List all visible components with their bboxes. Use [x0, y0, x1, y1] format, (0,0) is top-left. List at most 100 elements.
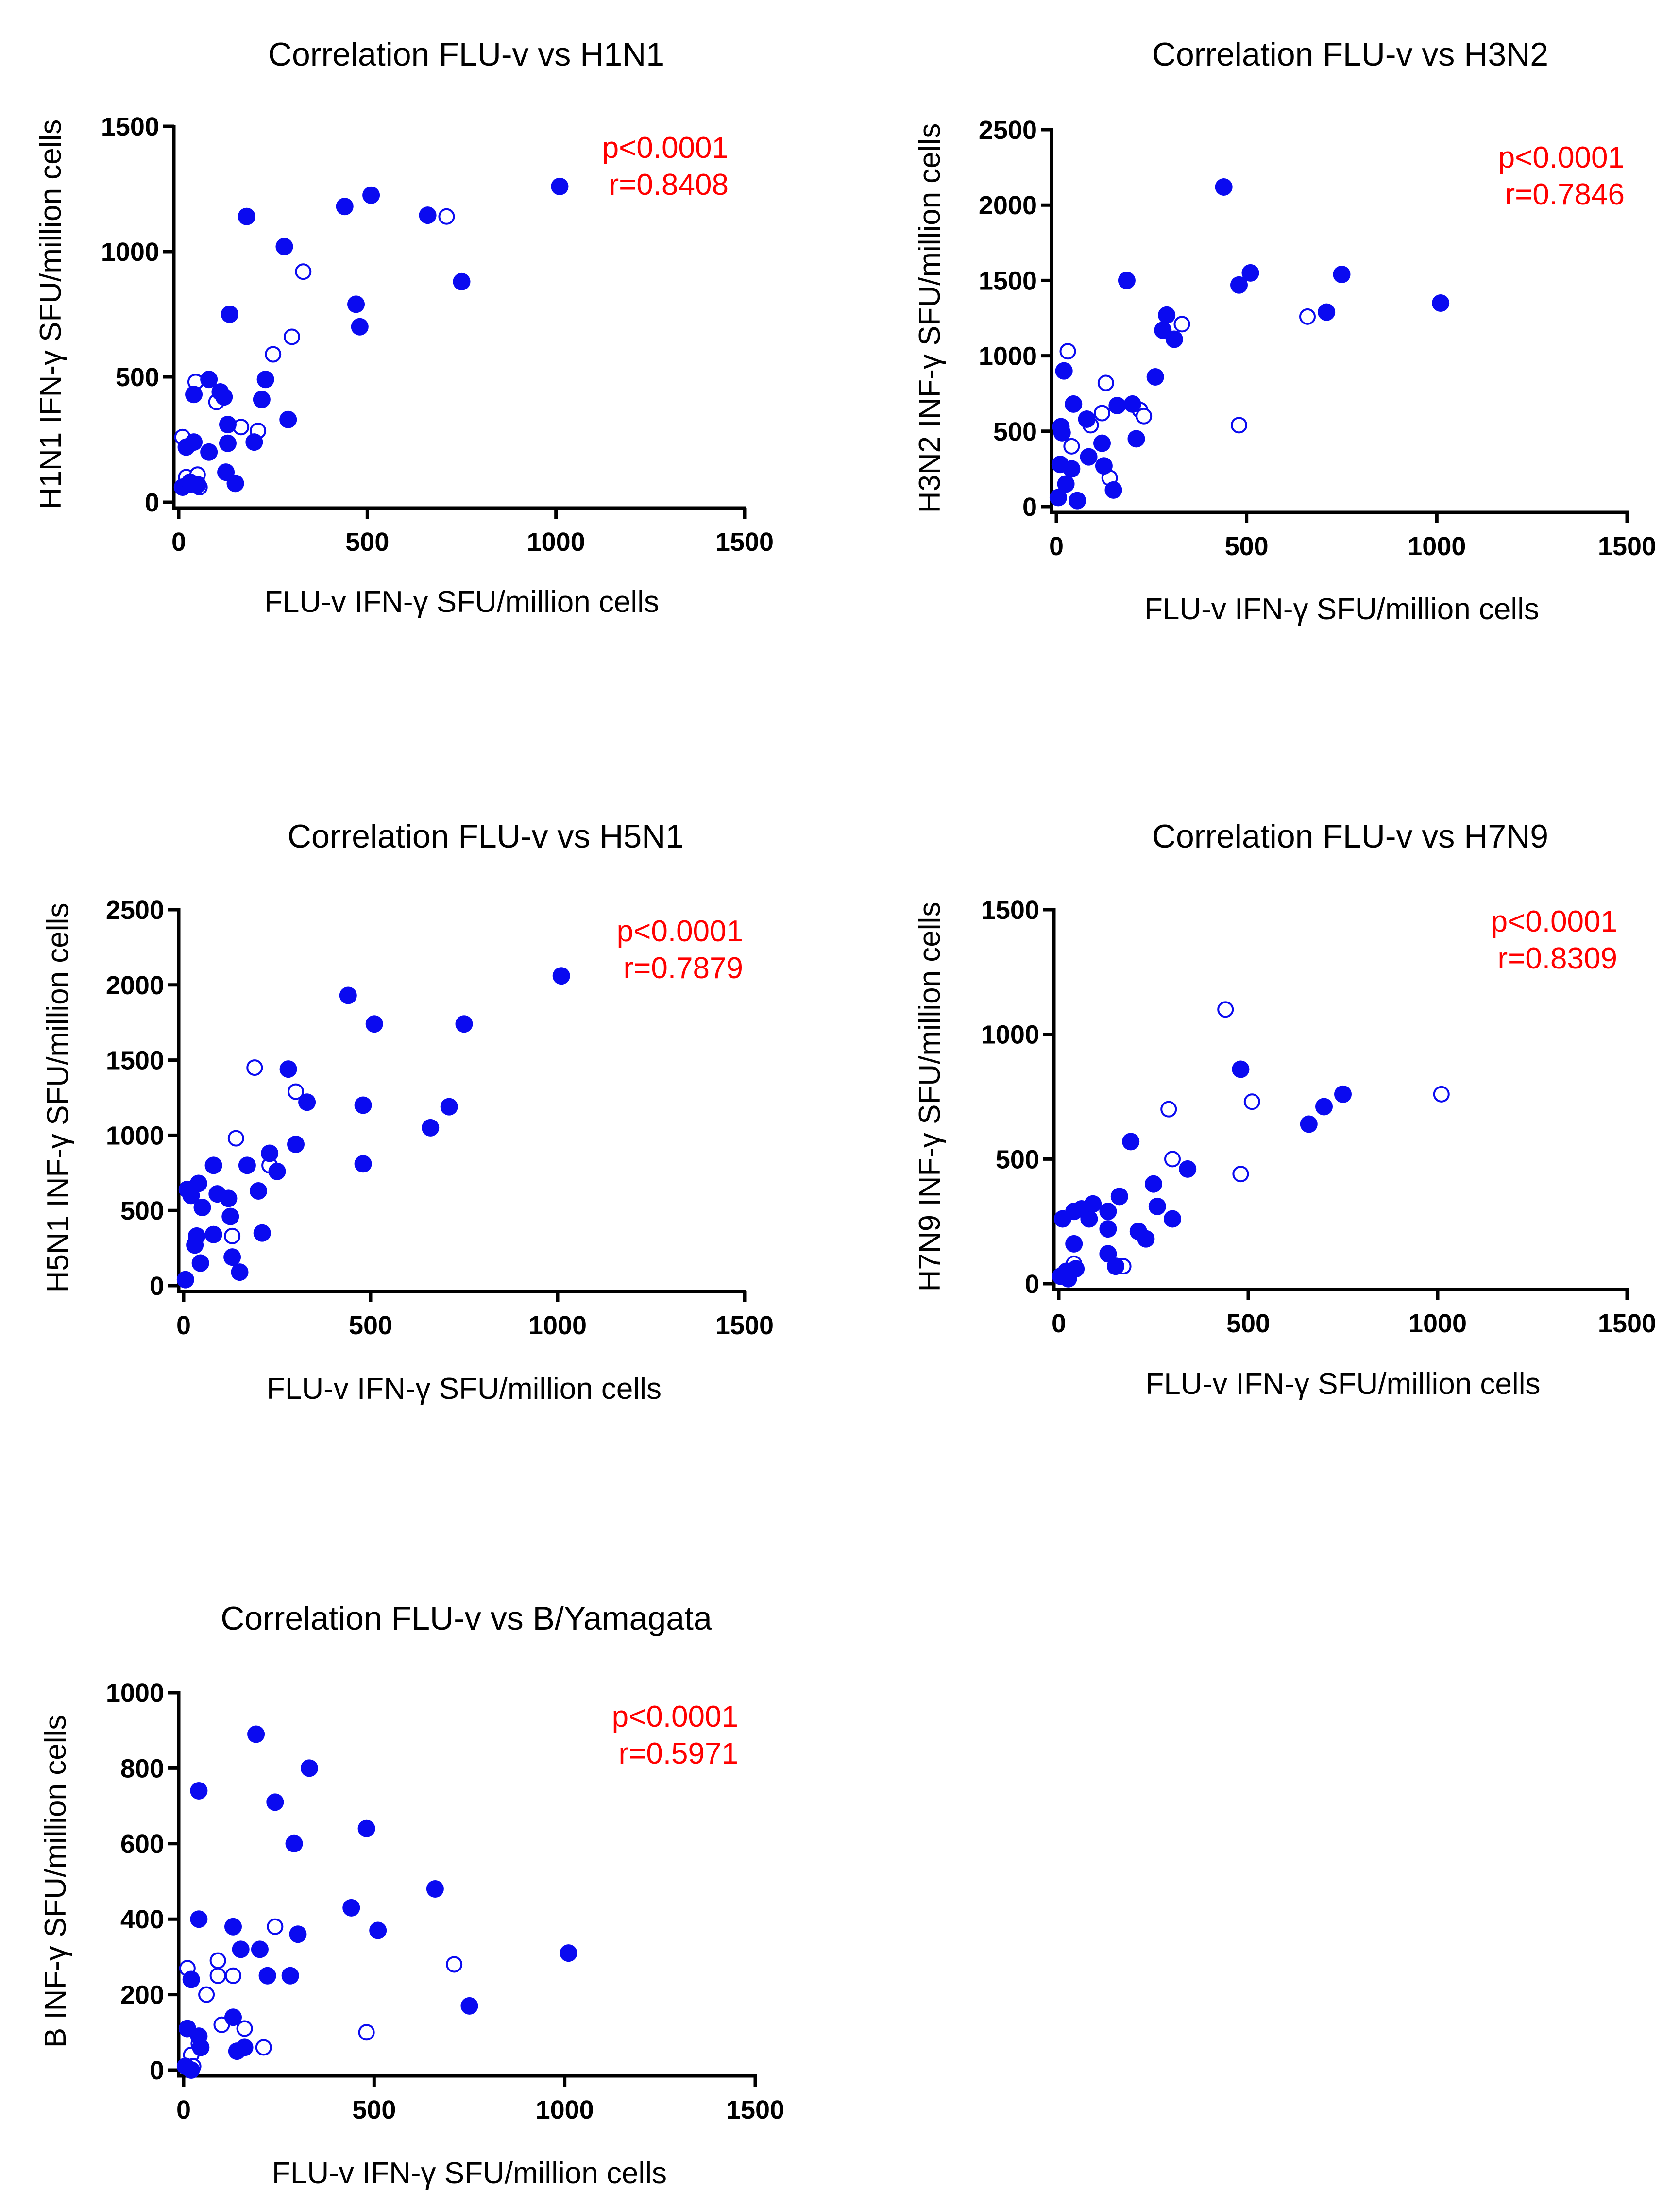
- data-point-filled: [1333, 265, 1351, 283]
- data-point-filled: [1065, 1235, 1083, 1253]
- stat-r-value: r=0.7879: [624, 951, 744, 985]
- data-point-filled: [1315, 1098, 1333, 1116]
- y-tick-label: 500: [116, 363, 159, 392]
- data-point-filled: [256, 371, 274, 389]
- y-tick-label: 800: [120, 1754, 164, 1783]
- data-point-filled: [238, 207, 255, 225]
- data-point-filled: [215, 388, 233, 406]
- data-point-filled: [232, 1940, 250, 1958]
- data-point-filled: [1232, 1060, 1250, 1078]
- x-tick-label: 1500: [1598, 532, 1656, 561]
- data-point-filled: [1158, 306, 1176, 324]
- stat-p-value: p<0.0001: [602, 131, 729, 165]
- x-tick-label: 500: [352, 2095, 396, 2124]
- data-point-filled: [231, 1263, 249, 1281]
- data-point-open: [1232, 1166, 1249, 1183]
- data-point-filled: [1107, 1257, 1124, 1275]
- data-point-filled: [221, 1207, 239, 1225]
- chart-title: Correlation FLU-v vs H1N1: [268, 36, 664, 73]
- data-point-filled: [1123, 395, 1141, 413]
- data-point-filled: [1108, 397, 1126, 415]
- data-point-filled: [1230, 276, 1248, 294]
- y-tick-label: 0: [1022, 493, 1037, 522]
- y-tick-label: 600: [120, 1830, 164, 1859]
- data-point-filled: [287, 1135, 305, 1153]
- data-point-filled: [1118, 272, 1136, 289]
- y-tick-label: 500: [120, 1196, 164, 1225]
- y-tick-label: 400: [120, 1905, 164, 1934]
- data-point-open: [1231, 417, 1247, 434]
- x-axis-label: FLU-v IFN-γ SFU/million cells: [1146, 1367, 1541, 1401]
- data-point-filled: [185, 433, 203, 451]
- data-point-filled: [221, 306, 238, 323]
- data-point-open: [265, 346, 282, 363]
- y-tick-label: 2000: [106, 971, 164, 1000]
- data-point-filled: [253, 391, 271, 408]
- y-tick-label: 1000: [101, 238, 159, 267]
- y-tick-label: 500: [996, 1145, 1039, 1174]
- data-point-open: [225, 1967, 242, 1984]
- data-point-filled: [440, 1098, 458, 1116]
- data-point-filled: [223, 1248, 241, 1266]
- data-point-filled: [354, 1155, 372, 1173]
- data-point-filled: [300, 1759, 318, 1777]
- data-point-filled: [1432, 294, 1450, 312]
- x-tick-label: 0: [176, 1311, 191, 1340]
- data-point-filled: [347, 295, 365, 313]
- data-point-filled: [453, 272, 471, 290]
- x-axis-label: FLU-v IFN-γ SFU/million cells: [267, 1372, 662, 1406]
- data-point-open: [288, 1083, 304, 1100]
- data-point-open: [255, 2039, 272, 2056]
- chart-title: Correlation FLU-v vs H7N9: [1152, 818, 1548, 855]
- x-tick-label: 0: [1049, 532, 1064, 561]
- x-tick-label: 500: [349, 1311, 392, 1340]
- data-point-filled: [1241, 264, 1259, 282]
- data-point-filled: [298, 1093, 316, 1111]
- data-point-filled: [188, 476, 206, 493]
- data-point-filled: [1080, 448, 1098, 466]
- data-point-filled: [266, 1793, 284, 1811]
- data-point-filled: [357, 1819, 375, 1837]
- data-point-filled: [189, 1174, 207, 1192]
- data-point-open: [1243, 1093, 1260, 1110]
- y-tick-label: 1500: [101, 112, 159, 141]
- data-point-filled: [281, 1967, 299, 1985]
- data-point-filled: [1318, 303, 1336, 321]
- data-point-filled: [176, 1271, 194, 1289]
- data-point-filled: [369, 1921, 387, 1939]
- data-point-open: [236, 2020, 253, 2037]
- data-point-filled: [1164, 1210, 1181, 1228]
- data-point-filled: [336, 198, 354, 216]
- stat-p-value: p<0.0001: [617, 915, 743, 948]
- stat-p-value: p<0.0001: [1491, 905, 1617, 938]
- data-point-filled: [1099, 1203, 1117, 1221]
- data-point-open: [295, 263, 312, 280]
- stat-r-value: r=0.7846: [1505, 178, 1625, 211]
- y-tick-label: 1000: [979, 342, 1037, 371]
- data-point-filled: [245, 433, 263, 451]
- y-tick-label: 2000: [979, 191, 1037, 220]
- data-point-filled: [190, 1782, 208, 1800]
- data-point-filled: [251, 1940, 269, 1958]
- data-point-filled: [354, 1096, 372, 1114]
- data-point-open: [446, 1956, 463, 1973]
- x-axis-label: FLU-v IFN-γ SFU/million cells: [1144, 593, 1539, 626]
- data-point-open: [284, 328, 300, 345]
- data-point-filled: [187, 1227, 205, 1245]
- y-tick-label: 0: [145, 488, 159, 517]
- data-point-filled: [1099, 1220, 1117, 1238]
- data-point-open: [1217, 1001, 1234, 1018]
- y-axis-label: H1N1 IFN-γ SFU/million cells: [34, 119, 68, 510]
- chart-panel-3: Correlation FLU-v vs H5N1 0 500 1000 1500 200…: [41, 818, 774, 1406]
- x-tick-label: 1500: [1598, 1309, 1656, 1338]
- data-point-filled: [200, 443, 218, 461]
- data-point-filled: [268, 1162, 286, 1180]
- data-point-filled: [1057, 475, 1075, 493]
- data-point-open: [267, 1918, 284, 1935]
- data-point-filled: [224, 1918, 242, 1936]
- data-point-filled: [351, 318, 369, 336]
- data-point-filled: [1084, 1195, 1102, 1213]
- data-point-filled: [460, 1997, 478, 2015]
- data-point-filled: [289, 1925, 307, 1943]
